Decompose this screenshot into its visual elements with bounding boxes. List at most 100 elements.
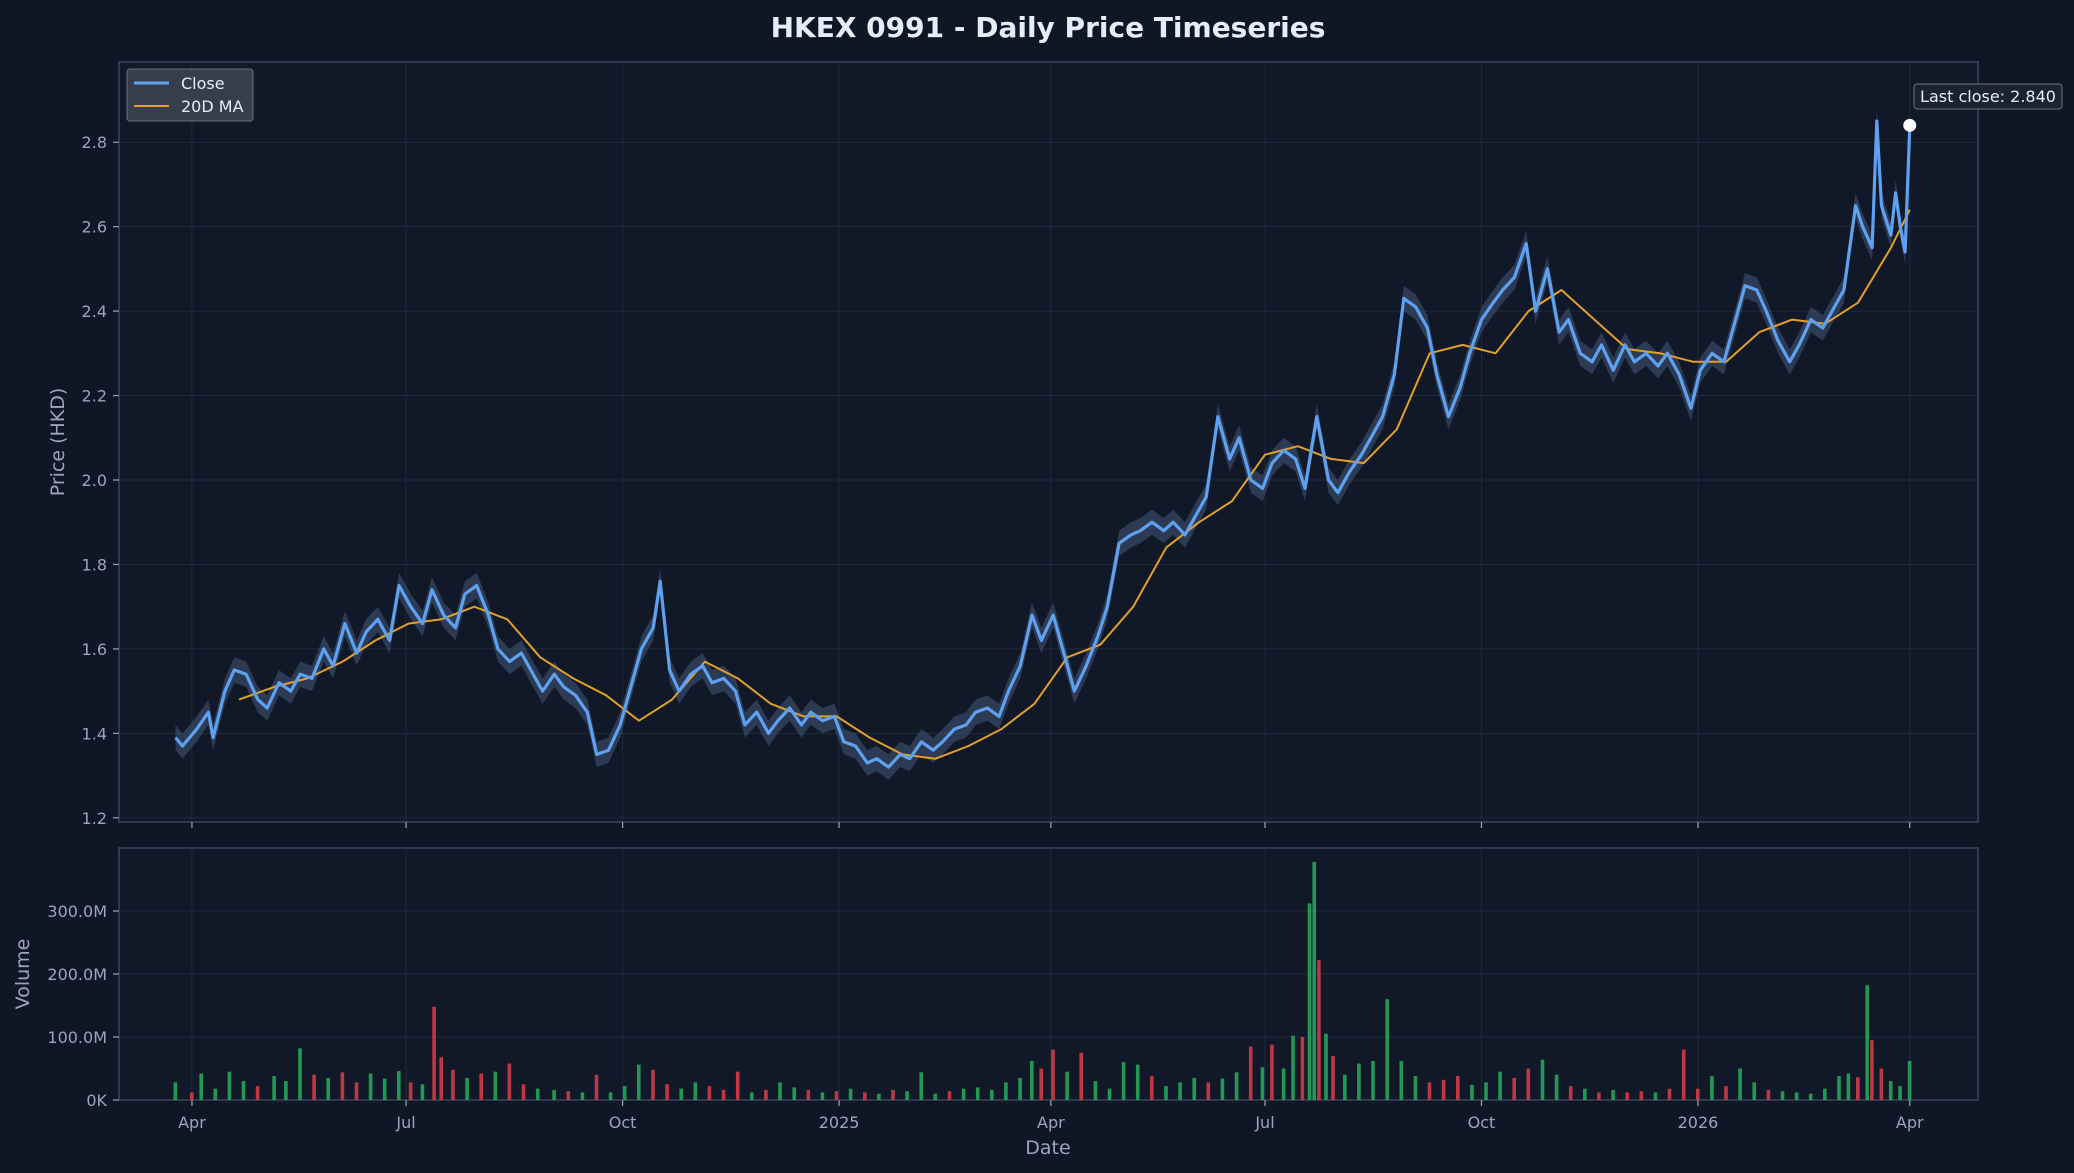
y-tick-label: 2.6: [82, 218, 107, 237]
volume-bar: [707, 1086, 712, 1100]
volume-bar: [1512, 1078, 1516, 1100]
volume-bar: [1178, 1082, 1182, 1100]
volume-bar: [990, 1089, 994, 1100]
volume-bar: [1307, 903, 1312, 1100]
volume-bar: [213, 1088, 218, 1100]
volume-bar: [439, 1057, 443, 1100]
volume-y-axis-label: Volume: [12, 939, 34, 1010]
volume-bar: [1260, 1067, 1265, 1100]
volume-bar: [792, 1087, 796, 1100]
x-tick-label: 2025: [819, 1113, 860, 1132]
volume-bar: [919, 1072, 923, 1100]
volume-bar: [1625, 1092, 1629, 1100]
y-tick-label: 1.4: [82, 724, 107, 743]
y-tick-label: 1.6: [82, 640, 107, 659]
volume-bar: [820, 1092, 825, 1100]
volume-bar: [947, 1091, 952, 1100]
volume-bar: [284, 1081, 288, 1100]
volume-bar: [1291, 1035, 1295, 1100]
volume-bar: [340, 1072, 345, 1100]
volume-bar: [905, 1091, 909, 1100]
volume-bar: [1121, 1062, 1126, 1100]
volume-bar: [1018, 1078, 1022, 1100]
volume-bar: [1681, 1049, 1686, 1100]
volume-bar: [1135, 1064, 1140, 1100]
volume-bars: [173, 861, 1912, 1101]
volume-bar: [1164, 1086, 1168, 1100]
volume-bar: [272, 1076, 276, 1100]
volume-bar: [1300, 1037, 1305, 1100]
volume-bar: [1312, 861, 1316, 1100]
volume-bar: [806, 1089, 811, 1100]
volume-bar: [622, 1086, 627, 1100]
volume-bar: [1888, 1081, 1893, 1100]
x-tick-label: Oct: [609, 1113, 637, 1132]
volume-bar: [693, 1082, 698, 1100]
volume-bar: [1441, 1079, 1446, 1100]
volume-bar: [1808, 1093, 1813, 1100]
volume-bar: [465, 1078, 469, 1100]
volume-bar: [1766, 1089, 1771, 1100]
volume-bar: [1150, 1076, 1154, 1100]
volume-bar: [255, 1086, 260, 1100]
x-tick-label: Apr: [1037, 1113, 1065, 1132]
volume-bar: [1413, 1076, 1418, 1100]
volume-tick-label: 0K: [86, 1091, 107, 1110]
volume-bar: [1093, 1081, 1098, 1100]
y-tick-label: 2.0: [82, 471, 107, 490]
x-tick-label: Apr: [1896, 1113, 1924, 1132]
volume-bar: [1898, 1086, 1902, 1100]
volume-bar: [1837, 1076, 1841, 1100]
y-tick-label: 1.2: [82, 809, 107, 828]
volume-bar: [1220, 1078, 1225, 1100]
volume-bar: [1484, 1082, 1488, 1100]
x-axis-label: Date: [1025, 1137, 1070, 1159]
last-close-box: [1913, 83, 2063, 110]
volume-bar: [1065, 1071, 1069, 1100]
close-price-line: [174, 119, 1912, 769]
volume-bar: [1667, 1088, 1672, 1100]
volume-bar: [1192, 1078, 1196, 1100]
x-tick-label: Jul: [1254, 1113, 1274, 1132]
volume-bar: [1498, 1071, 1502, 1100]
volume-bar: [227, 1071, 232, 1100]
volume-bar: [354, 1082, 359, 1100]
y-tick-label: 2.4: [82, 302, 107, 321]
volume-bar: [1907, 1060, 1912, 1100]
volume-bar: [1357, 1063, 1361, 1100]
volume-bar: [326, 1078, 330, 1100]
legend-close-label: Close: [181, 74, 225, 93]
price-lines: [174, 118, 1917, 769]
volume-bar: [1710, 1076, 1714, 1100]
legend-ma-label: 20D MA: [181, 97, 244, 116]
volume-bar: [1051, 1049, 1055, 1100]
volume-bar: [1270, 1044, 1274, 1100]
volume-bar: [1696, 1088, 1700, 1100]
volume-bar: [1030, 1060, 1034, 1100]
volume-bar: [721, 1089, 726, 1100]
volume-bar: [848, 1088, 853, 1100]
volume-bar: [368, 1073, 373, 1100]
volume-bar: [1823, 1088, 1827, 1100]
volume-bar: [1568, 1086, 1573, 1100]
volume-bar: [1780, 1091, 1785, 1100]
volume-bar: [382, 1078, 387, 1100]
volume-bar: [521, 1084, 526, 1101]
volume-bar: [651, 1069, 655, 1100]
volume-bar: [933, 1093, 938, 1100]
volume-bar: [975, 1087, 980, 1100]
volume-bar: [312, 1074, 316, 1100]
volume-bar: [580, 1092, 585, 1100]
volume-bar: [1248, 1046, 1253, 1100]
last-close-annotation: Last close: 2.840: [1913, 83, 2063, 110]
volume-bar: [1554, 1074, 1559, 1100]
volume-bar: [1526, 1068, 1531, 1100]
volume-bar: [1039, 1068, 1043, 1100]
volume-bar: [1385, 999, 1389, 1100]
volume-bar: [1865, 985, 1869, 1100]
volume-bar: [1738, 1068, 1742, 1100]
volume-tick-label: 300.0M: [47, 902, 107, 921]
volume-bar: [679, 1088, 683, 1100]
